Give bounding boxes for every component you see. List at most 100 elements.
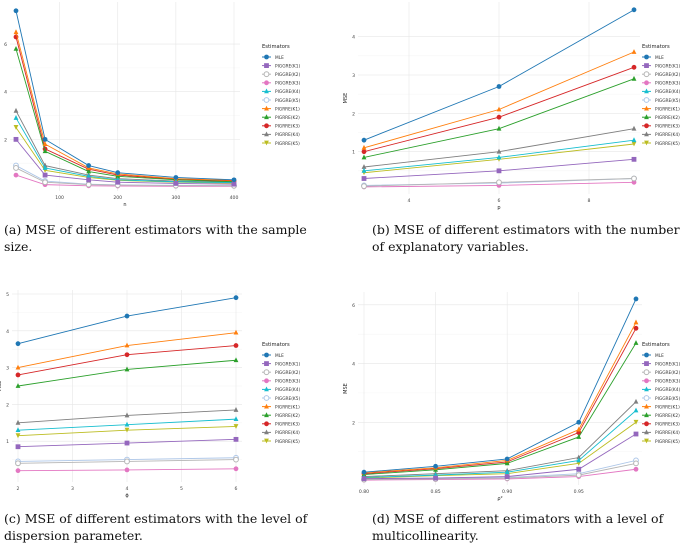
data-point-r4 [13,107,19,113]
series-line-r5 [15,127,235,184]
caption-c: (c) MSE of different estimators with the… [4,510,334,544]
legend-label: PIGRRE(K1) [275,404,300,410]
legend-label: PIGGRE(K2) [655,370,680,376]
series-line-k1 [15,139,235,185]
legend-label: PIGGRE(K2) [655,72,680,78]
y-tick-label: 6 [4,42,7,48]
y-tick-label: 4 [352,362,355,368]
legend-swatch-marker [264,378,269,384]
legend-title: Estimators [262,342,290,348]
legend-label: PIGGRE(K1) [275,361,300,367]
data-point-k2 [633,460,639,467]
legend-label: PIGGRE(K3) [655,81,680,87]
data-point-k1 [504,474,510,479]
data-point-r5 [124,427,130,433]
caption-b-line-2: of explanatory variables. [372,239,529,254]
legend-swatch-marker [644,54,649,60]
data-point-k3 [633,466,639,472]
data-point-r2 [13,45,19,51]
data-point-r4 [631,125,637,131]
legend-label: PIGGRE(K3) [275,81,300,87]
legend-swatch-marker [264,429,269,435]
x-tick-label: 100 [55,195,64,201]
data-point-k4 [13,115,19,120]
data-point-mle [86,163,92,168]
data-point-r1 [15,364,21,370]
data-point-k3 [233,466,239,472]
legend-label: PIGRRE(K4) [655,430,680,436]
x-tick-label: 4 [126,486,129,492]
legend-label: MLE [655,55,664,61]
series-line-k3 [15,174,234,187]
series-line-r1 [15,32,235,181]
legend-swatch-marker [644,429,649,435]
data-point-mle [633,296,639,302]
legend-swatch-marker [264,421,269,427]
legend-label: PIGRRE(K1) [655,106,680,112]
y-tick-label: 5 [6,292,9,298]
legend-label: PIGRRE(K1) [655,404,680,410]
data-point-k3 [13,172,19,178]
legend-swatch-marker [644,386,649,392]
legend-label: PIGGRE(K5) [275,396,300,402]
x-tick-label: 400 [230,195,239,201]
legend-label: PIGRRE(K3) [275,124,300,130]
data-point-r2 [496,125,502,131]
data-point-k2 [575,472,582,479]
data-point-mle [233,295,239,301]
data-point-k1 [42,172,48,178]
y-tick-label: 1 [6,439,9,445]
data-point-k1 [361,176,367,181]
data-point-k1 [124,440,130,446]
legend-label: PIGGRE(K1) [655,63,680,69]
legend-label: PIGGRE(K1) [655,361,680,367]
y-tick-label: 2 [6,402,9,408]
legend-swatch-marker [643,395,650,401]
chart-d-svg: 2 4 6 0.80 0.85 0.90 0.95 ρ² MSE Estimators MLE PIG… [343,292,680,502]
legend-swatch-marker [644,63,649,68]
chart-a-svg: 2 4 6 100 200 300 400 n MSE Estimators MLE PIGGRE(K… [0,2,300,208]
data-point-r1 [124,342,130,348]
series-line-r4 [15,110,235,183]
legend-swatch-marker [264,114,269,120]
data-point-r3 [233,343,239,348]
legend-label: PIGRRE(K5) [275,141,300,147]
data-point-k1 [576,466,582,472]
legend-swatch-marker [644,88,649,94]
series-line-k4 [15,117,235,184]
data-point-r1 [42,141,48,147]
data-point-k2 [42,179,48,186]
data-point-r5 [631,141,637,147]
legend-title: Estimators [262,44,290,50]
data-point-mle [173,175,179,180]
chart-panel-a: 2 4 6 100 200 300 400 n MSE Estimators MLE PIGGRE(K… [0,0,340,274]
legend-swatch-marker [643,97,650,103]
x-tick-label: 2 [17,486,20,492]
data-point-k2 [124,458,130,465]
legend-label: PIGRRE(K2) [655,115,680,121]
x-tick-label: 200 [113,195,122,201]
data-point-r2 [233,357,239,363]
legend-label: PIGGRE(K4) [275,89,300,95]
legend-label: PIGGRE(K2) [275,370,300,376]
data-point-r5 [13,125,19,130]
legend-swatch-marker [644,412,649,418]
data-point-k4 [42,165,48,170]
data-point-k4 [124,421,130,427]
data-point-k2 [361,183,367,190]
data-point-r2 [86,168,92,174]
data-point-r3 [496,114,502,120]
legend-swatch-marker [264,54,269,60]
data-point-k2 [496,179,502,186]
data-point-k2 [233,456,239,463]
legend-title: Estimators [642,342,670,348]
series-line-k2 [15,167,235,187]
data-point-k4 [233,416,239,422]
y-tick-label: 4 [352,35,355,41]
legend-swatch-marker [644,131,649,137]
legend-swatch-marker [264,88,269,94]
legend-label: PIGGRE(K4) [655,89,680,95]
x-tick-label: 8 [588,198,591,204]
data-point-r4 [576,454,582,460]
legend-label: PIGRRE(K3) [655,422,680,428]
